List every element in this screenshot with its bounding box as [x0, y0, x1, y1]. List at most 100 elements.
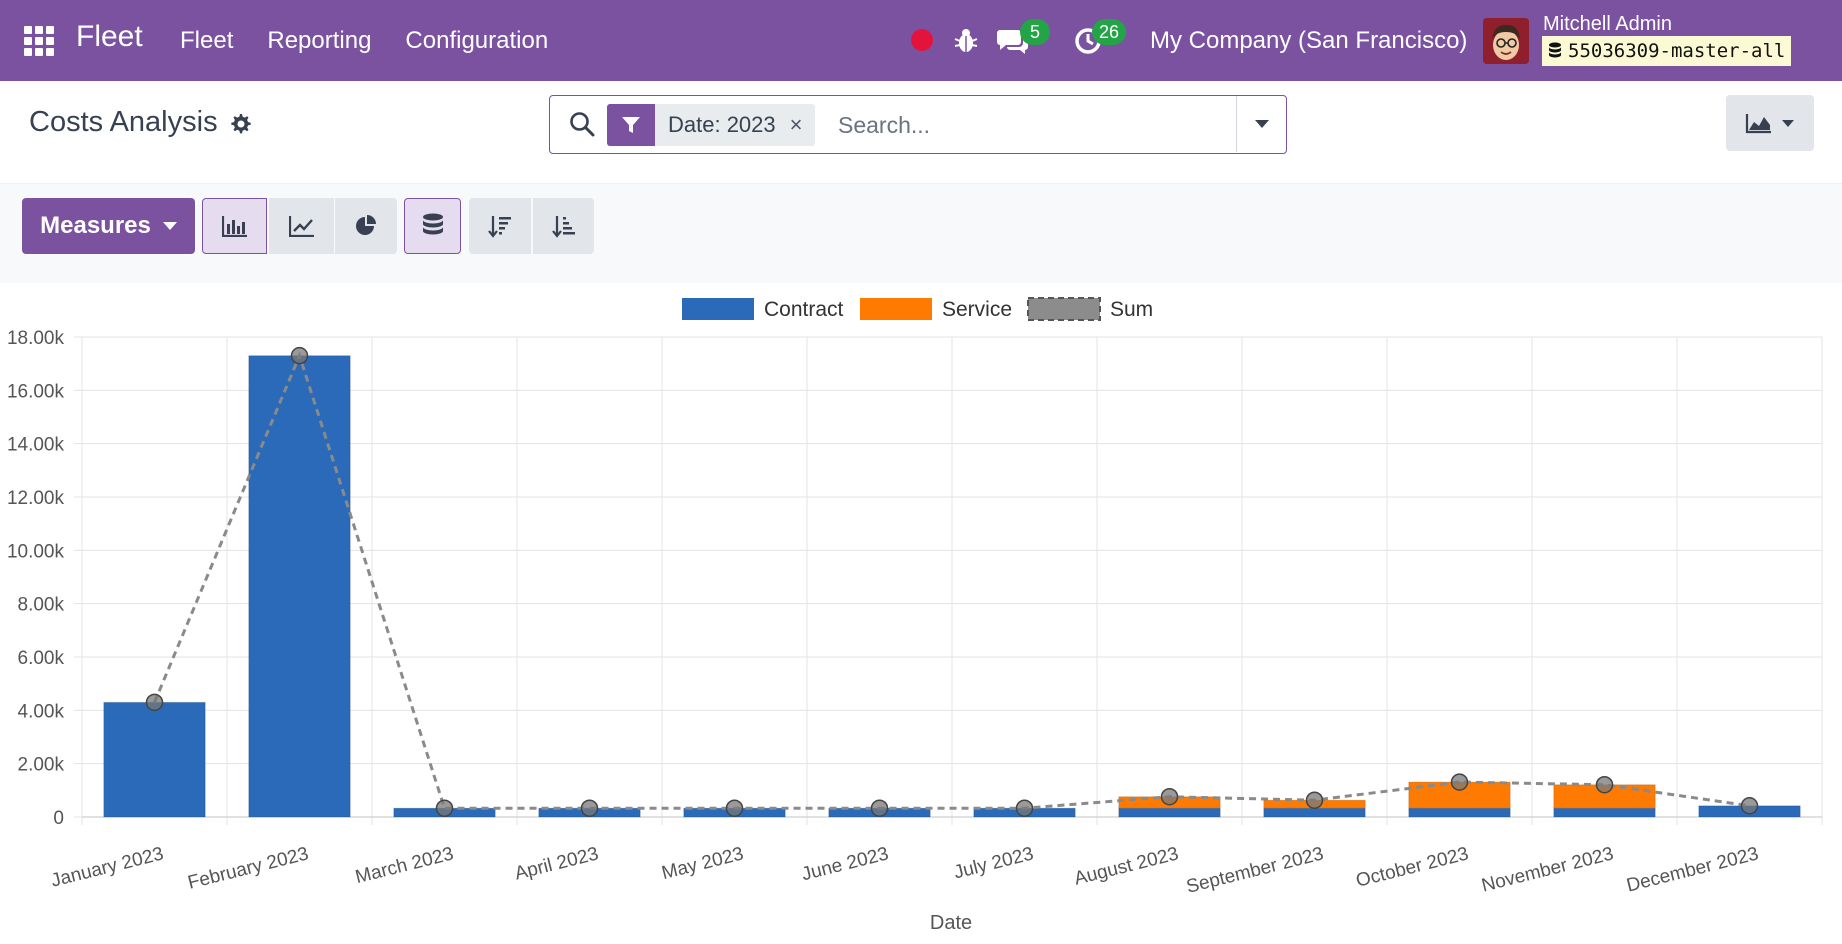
- menu-item-fleet[interactable]: Fleet: [180, 27, 234, 54]
- bar-contract[interactable]: [1408, 807, 1511, 818]
- app-brand[interactable]: Fleet: [76, 20, 143, 53]
- bar-contract[interactable]: [103, 701, 206, 818]
- bar-contract[interactable]: [1553, 807, 1656, 818]
- sum-point[interactable]: [1450, 773, 1469, 791]
- menu-item-configuration[interactable]: Configuration: [405, 27, 549, 54]
- sort-ascending-icon: [551, 216, 575, 238]
- facet-label: Date: 2023: [668, 112, 776, 137]
- search-icon: [570, 112, 595, 137]
- area-chart-icon: [1745, 114, 1771, 134]
- x-tick-label: September 2023: [1184, 843, 1325, 897]
- pie-chart-button[interactable]: [335, 198, 397, 254]
- sum-point[interactable]: [290, 346, 309, 365]
- sum-point[interactable]: [1160, 787, 1179, 806]
- sum-point[interactable]: [435, 799, 454, 817]
- sum-line: [153, 351, 1750, 810]
- database-icon: [1549, 42, 1561, 58]
- bar-chart-icon: [221, 216, 247, 237]
- bar-contract[interactable]: [1263, 807, 1366, 818]
- y-tick-label: 0: [53, 808, 64, 829]
- y-tick-label: 2.00k: [18, 755, 65, 776]
- y-tick-label: 16.00k: [7, 381, 65, 402]
- measures-dropdown-button[interactable]: Measures: [22, 198, 195, 254]
- costs-chart: Contract Service Sum 0 2.00k 4.00k 6.00k 8.00k…: [7, 297, 1823, 934]
- x-tick-label: February 2023: [186, 843, 311, 893]
- messages-icon[interactable]: [996, 26, 1030, 56]
- search-input[interactable]: [838, 110, 1268, 140]
- chart-legend: Contract Service Sum: [682, 297, 1153, 321]
- x-tick-label: October 2023: [1354, 843, 1471, 891]
- x-tick-label: April 2023: [513, 843, 601, 884]
- graph-toolbar: Measures: [0, 183, 1842, 283]
- user-avatar[interactable]: [1483, 18, 1529, 64]
- x-tick-label: March 2023: [353, 843, 455, 888]
- search-bar: Date: 2023 ×: [549, 95, 1287, 154]
- legend-label-contract[interactable]: Contract: [764, 298, 844, 321]
- activities-count-badge: 26: [1092, 19, 1127, 45]
- apps-grid-icon[interactable]: [24, 26, 54, 56]
- view-switcher-button[interactable]: [1726, 95, 1814, 151]
- page-title: Costs Analysis: [29, 106, 218, 138]
- legend-swatch-contract[interactable]: [682, 298, 754, 320]
- company-switcher[interactable]: My Company (San Francisco): [1150, 27, 1468, 54]
- legend-label-service[interactable]: Service: [942, 298, 1012, 321]
- sum-point[interactable]: [145, 693, 164, 712]
- sum-point[interactable]: [1015, 799, 1034, 817]
- bug-icon[interactable]: [953, 26, 979, 54]
- x-tick-label: January 2023: [49, 843, 166, 891]
- chart-sum-line: [145, 346, 1759, 817]
- sum-point[interactable]: [580, 799, 599, 817]
- y-tick-label: 6.00k: [18, 648, 65, 669]
- x-tick-label: July 2023: [952, 843, 1036, 883]
- sum-point[interactable]: [1595, 775, 1614, 794]
- line-chart-button[interactable]: [269, 198, 334, 254]
- menu-item-reporting[interactable]: Reporting: [267, 27, 372, 54]
- stacked-toggle-button[interactable]: [404, 198, 461, 254]
- y-tick-label: 12.00k: [7, 488, 65, 509]
- search-options-toggle[interactable]: [1236, 96, 1286, 152]
- facet-remove-button[interactable]: ×: [789, 112, 803, 137]
- messages-count-badge: 5: [1020, 19, 1050, 45]
- legend-swatch-service[interactable]: [860, 298, 932, 320]
- caret-down-icon: [1782, 119, 1794, 127]
- database-name: 55036309-master-all: [1568, 40, 1786, 62]
- pie-chart-icon: [356, 215, 376, 235]
- x-axis-ticks: January 2023 February 2023 March 2023 April…: [49, 843, 1761, 897]
- caret-down-icon: [162, 222, 177, 230]
- legend-swatch-sum[interactable]: [1027, 297, 1101, 321]
- gear-icon[interactable]: [228, 112, 252, 136]
- recording-dot-icon[interactable]: [911, 29, 933, 51]
- x-axis-label: Date: [930, 912, 972, 934]
- sum-point[interactable]: [725, 799, 744, 817]
- bar-contract[interactable]: [1118, 807, 1221, 818]
- y-tick-label: 8.00k: [18, 595, 65, 616]
- sum-point[interactable]: [870, 799, 889, 817]
- chart-grid: [74, 336, 1823, 825]
- y-tick-label: 10.00k: [7, 541, 65, 562]
- user-name[interactable]: Mitchell Admin: [1543, 13, 1672, 35]
- sum-point[interactable]: [1305, 791, 1324, 809]
- x-tick-label: June 2023: [800, 843, 891, 885]
- filter-facet: Date: 2023 ×: [607, 104, 815, 146]
- sort-ascending-button[interactable]: [533, 198, 594, 254]
- x-tick-label: May 2023: [660, 843, 746, 884]
- bar-contract[interactable]: [248, 355, 351, 818]
- database-badge: 55036309-master-all: [1542, 36, 1792, 66]
- x-tick-label: August 2023: [1072, 843, 1181, 889]
- measures-label: Measures: [40, 212, 151, 239]
- y-tick-label: 4.00k: [18, 701, 65, 722]
- y-tick-label: 14.00k: [7, 435, 65, 456]
- line-chart-icon: [288, 216, 314, 237]
- x-tick-label: December 2023: [1624, 843, 1760, 896]
- x-tick-label: November 2023: [1479, 843, 1615, 896]
- sum-point[interactable]: [1740, 797, 1759, 815]
- y-axis-ticks: 0 2.00k 4.00k 6.00k 8.00k 10.00k 12.00k 14.00k 1…: [7, 328, 65, 829]
- sort-descending-button[interactable]: [469, 198, 531, 254]
- caret-down-icon: [1254, 120, 1269, 128]
- filter-icon: [607, 104, 655, 146]
- legend-label-sum[interactable]: Sum: [1110, 298, 1153, 321]
- main-menu: Fleet Reporting Configuration: [180, 27, 582, 55]
- sort-descending-icon: [488, 216, 511, 238]
- top-navbar: Fleet Fleet Reporting Configuration 5 26…: [0, 0, 1842, 81]
- bar-chart-button[interactable]: [202, 198, 267, 254]
